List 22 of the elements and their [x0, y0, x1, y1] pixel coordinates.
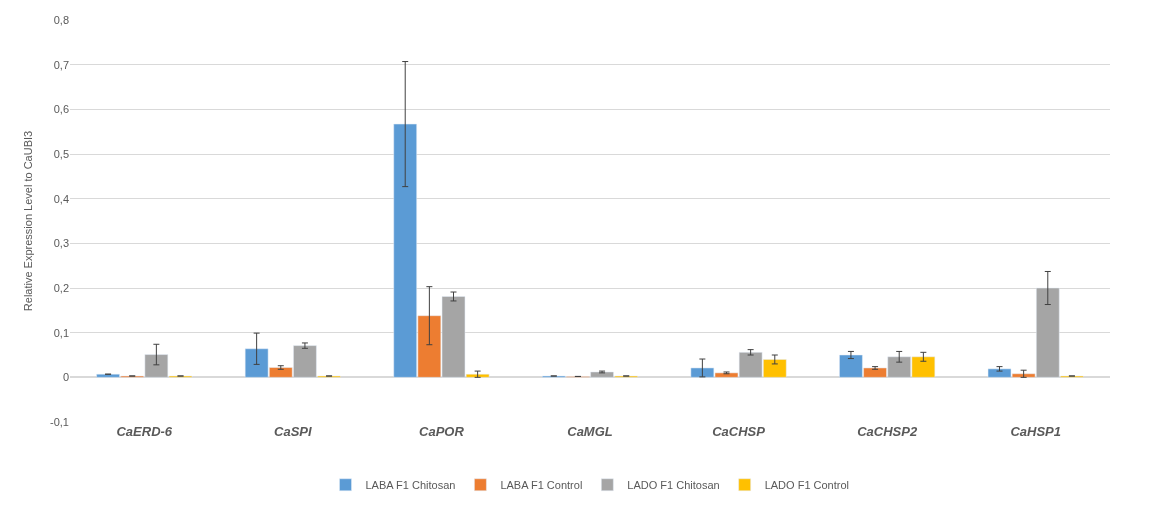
legend-label: LABA F1 Chitosan [365, 479, 456, 492]
y-tick-label: 0,4 [53, 192, 69, 205]
x-tick-label: CaHSP1 [1010, 424, 1061, 439]
y-tick-label: 0,2 [53, 281, 69, 294]
x-tick-label: CaPOR [419, 424, 465, 439]
y-tick-label: 0,7 [53, 58, 69, 71]
y-tick-label: 0,8 [53, 13, 69, 26]
x-tick-label: CaMGL [567, 424, 613, 439]
y-tick-label: -0,1 [50, 415, 69, 428]
y-tick-label: 0,6 [53, 103, 69, 116]
legend-label: LADO F1 Control [764, 479, 850, 492]
y-tick-label: 0 [62, 371, 69, 384]
legend-label: LADO F1 Chitosan [627, 479, 720, 492]
legend-label: LABA F1 Control [500, 479, 583, 492]
y-axis-title: Relative Expression Level to CaUBI3 [21, 130, 34, 312]
y-tick-label: 0,3 [53, 237, 69, 250]
x-tick-label: CaERD-6 [116, 424, 173, 439]
x-tick-label: CaSPI [274, 424, 313, 439]
x-tick-label: CaCHSP2 [857, 424, 918, 439]
y-tick-label: 0,5 [53, 147, 69, 160]
x-tick-label: CaCHSP [712, 424, 766, 439]
y-tick-label: 0,1 [53, 326, 69, 339]
